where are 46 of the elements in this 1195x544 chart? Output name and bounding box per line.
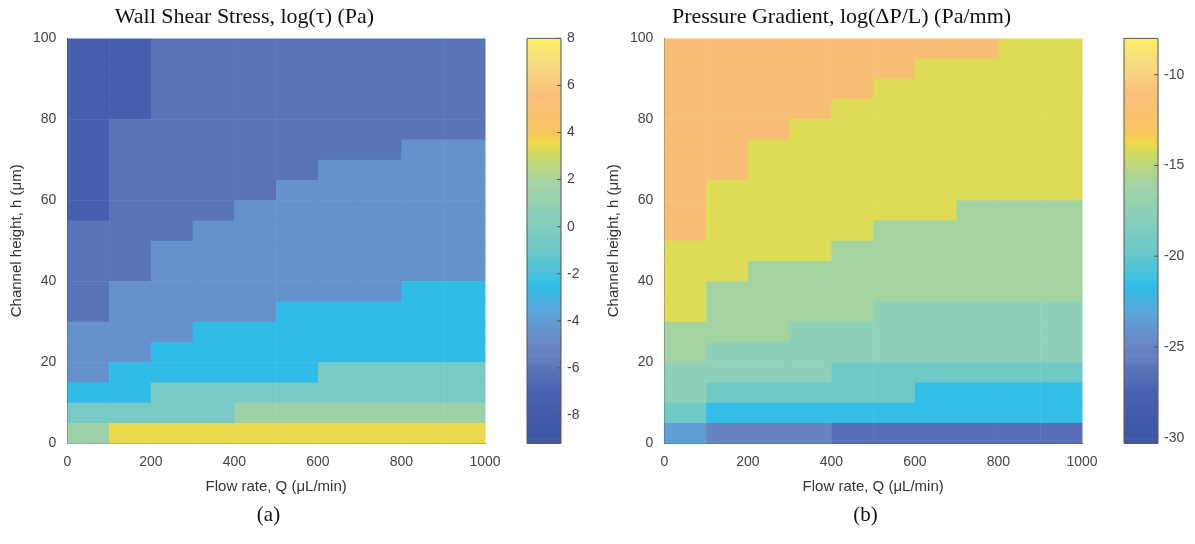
color-bar-label: 0 xyxy=(567,217,575,234)
y-tick-label: 0 xyxy=(645,434,654,451)
color-bar-label: -10 xyxy=(1164,65,1185,82)
x-tick-label: 400 xyxy=(819,453,844,470)
x-tick-label: 200 xyxy=(139,453,163,470)
y-tick-label: 80 xyxy=(637,110,654,127)
text: (b) xyxy=(852,502,879,527)
x-tick-label: 800 xyxy=(986,453,1011,470)
x-tick-label: 200 xyxy=(736,453,760,470)
color-bar-label: 6 xyxy=(567,76,575,93)
y-tick-label: 0 xyxy=(48,434,57,451)
x-tick-label: 0 xyxy=(63,453,72,470)
color-bar-label: -20 xyxy=(1164,247,1185,264)
y-tick-label: 40 xyxy=(40,272,57,289)
color-bar-label: -2 xyxy=(567,264,580,281)
chart-title: Wall Shear Stress, log(τ) (Pa) xyxy=(114,2,375,28)
color-bar-label: -8 xyxy=(567,405,580,422)
color-bar-label: -25 xyxy=(1164,337,1185,354)
y-axis-title: Channel height, h (μm) xyxy=(7,164,25,318)
color-bar-label: -6 xyxy=(567,358,580,375)
chart-title: Pressure Gradient, log(ΔP/L) (Pa/mm) xyxy=(671,2,1012,28)
x-tick-label: 600 xyxy=(306,453,330,470)
x-tick-label: 1000 xyxy=(1066,453,1098,470)
text: (a) xyxy=(255,502,282,527)
y-tick-label: 60 xyxy=(40,191,57,208)
y-tick-label: 60 xyxy=(637,191,654,208)
y-tick-label: 20 xyxy=(637,353,654,370)
color-bar-label: 4 xyxy=(567,123,575,140)
color-bar-label: 2 xyxy=(567,170,575,187)
color-bar-label: -15 xyxy=(1164,156,1185,173)
x-tick-label: 800 xyxy=(389,453,414,470)
y-tick-label: 40 xyxy=(637,272,654,289)
color-bar-label: -4 xyxy=(567,311,580,328)
y-tick-label: 80 xyxy=(40,110,57,127)
color-bar-label: -30 xyxy=(1164,428,1185,445)
x-tick-label: 0 xyxy=(660,453,669,470)
y-tick-label: 100 xyxy=(33,29,57,46)
y-axis-title: Channel height, h (μm) xyxy=(604,164,622,318)
y-tick-label: 100 xyxy=(630,29,654,46)
x-tick-label: 400 xyxy=(222,453,247,470)
x-axis-title: Flow rate, Q (μL/min) xyxy=(205,477,347,495)
x-tick-label: 600 xyxy=(903,453,927,470)
x-tick-label: 1000 xyxy=(469,453,501,470)
color-bar-label: 8 xyxy=(567,29,575,46)
y-tick-label: 20 xyxy=(40,353,57,370)
x-axis-title: Flow rate, Q (μL/min) xyxy=(802,477,944,495)
